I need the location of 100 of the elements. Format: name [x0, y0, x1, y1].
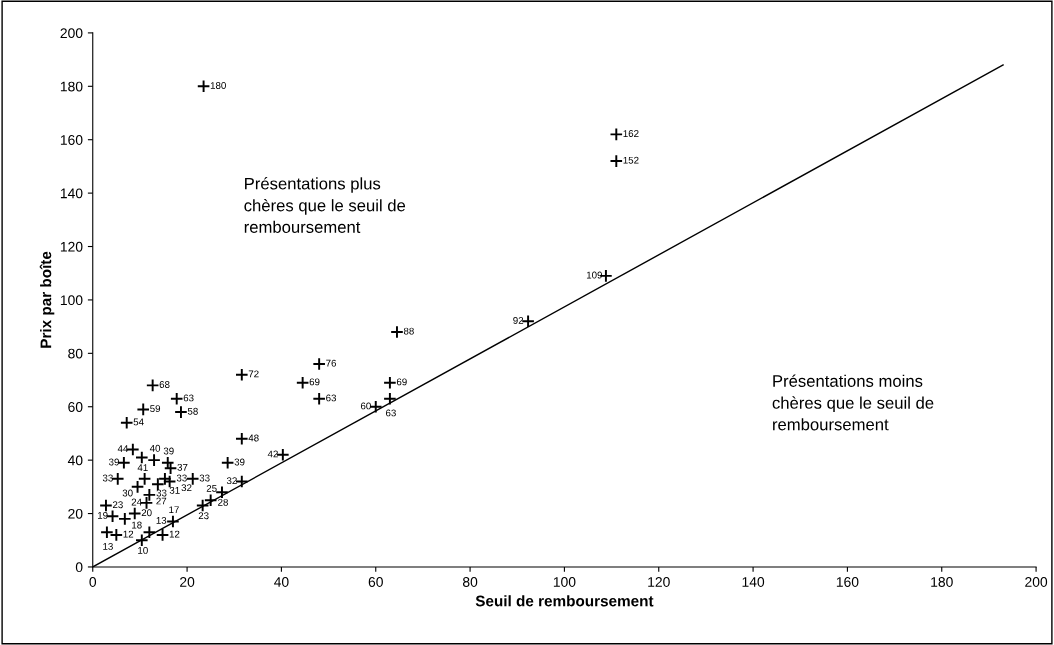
x-tick-label: 200: [1025, 577, 1048, 587]
y-tick-label: 140: [60, 188, 83, 199]
x-axis-title: Seuil de remboursement: [475, 595, 654, 607]
data-label: 12: [169, 530, 180, 538]
point: [390, 325, 404, 339]
data-label: 10: [138, 546, 148, 554]
point: [147, 453, 161, 467]
data-label: 28: [218, 498, 228, 506]
point: [118, 512, 132, 526]
x-tick-label: 140: [742, 577, 765, 587]
y-tick-label: 160: [60, 135, 83, 145]
data-label: 30: [122, 489, 133, 497]
point: [162, 474, 177, 489]
y-tick-label: 40: [67, 455, 83, 466]
data-label: 162: [623, 130, 639, 137]
point: [609, 127, 624, 142]
x-tick-label: 120: [648, 577, 670, 587]
y-axis-title: Prix par boîte: [39, 251, 55, 348]
data-label: 58: [187, 407, 198, 415]
point: [145, 378, 160, 393]
point: [215, 485, 229, 499]
y-tick-label: 180: [60, 81, 83, 92]
data-label: 63: [326, 394, 337, 402]
data-label: 23: [112, 501, 123, 509]
y-tick-label: 120: [60, 241, 83, 252]
data-label: 31: [169, 486, 180, 494]
data-label: 32: [181, 484, 192, 492]
data-label: 68: [159, 381, 170, 388]
point: [383, 391, 397, 406]
point: [136, 402, 150, 417]
data-label: 88: [403, 327, 414, 335]
point: [119, 415, 134, 430]
point: [100, 525, 114, 540]
point: [169, 391, 184, 406]
x-tick-label: 60: [368, 577, 383, 587]
data-label: 32: [226, 477, 237, 485]
data-label: 20: [141, 509, 152, 517]
y-tick-label: 200: [60, 28, 83, 39]
point: [155, 528, 170, 542]
data-label: 63: [183, 394, 194, 402]
point: [235, 474, 249, 489]
point: [521, 314, 535, 329]
data-label: 33: [156, 489, 167, 497]
data-label: 13: [103, 542, 113, 550]
x-tick-label: 0: [89, 577, 97, 587]
data-label: 76: [326, 359, 337, 367]
data-label: 23: [198, 512, 209, 520]
data-label: 33: [199, 474, 210, 482]
point: [117, 456, 131, 470]
x-tick-label: 20: [180, 577, 195, 587]
data-label: 48: [248, 434, 259, 442]
data-label: 24: [131, 498, 142, 506]
y-tick-label: 60: [68, 402, 83, 412]
x-tick-label: 40: [274, 577, 289, 587]
data-label: 54: [133, 418, 144, 426]
data-label: 69: [396, 378, 407, 386]
annotation: Présentations moins chères que le seuil de remboursement: [772, 374, 934, 431]
data-label: 19: [98, 511, 108, 519]
point: [312, 391, 326, 406]
point: [126, 442, 140, 457]
data-label: 40: [149, 444, 161, 452]
data-label: 39: [234, 458, 245, 466]
data-label: 39: [163, 447, 174, 455]
y-tick-label: 100: [60, 295, 83, 306]
data-label: 42: [267, 450, 278, 458]
point: [127, 506, 142, 521]
point: [163, 461, 178, 475]
data-label: 72: [248, 370, 259, 378]
y-tick-label: 80: [68, 348, 83, 359]
point: [174, 405, 188, 419]
annotation: Présentations plus chères que le seuil de remboursement: [244, 177, 406, 233]
data-label: 63: [385, 409, 396, 417]
point: [383, 375, 397, 390]
data-label: 18: [132, 521, 142, 529]
point: [109, 528, 124, 542]
data-label: 25: [206, 484, 217, 492]
y-tick-label: 0: [75, 562, 83, 573]
data-label: 60: [360, 402, 371, 410]
data-label: 59: [150, 405, 161, 413]
data-label: 39: [108, 458, 119, 466]
data-label: 37: [177, 463, 188, 471]
data-label: 92: [513, 317, 524, 324]
point: [135, 450, 149, 465]
data-label: 152: [623, 156, 639, 164]
point: [99, 498, 113, 513]
data-label: 180: [210, 82, 226, 89]
point: [166, 514, 180, 529]
data-label: 17: [169, 506, 179, 514]
point: [276, 448, 290, 462]
data-label: 69: [309, 378, 320, 386]
point: [235, 367, 249, 382]
point: [220, 456, 235, 470]
point: [295, 375, 310, 390]
data-label: 109: [586, 271, 602, 279]
y-tick-label: 20: [68, 508, 83, 519]
point: [196, 79, 211, 94]
data-label: 33: [176, 474, 187, 482]
point: [312, 357, 326, 371]
data-label: 13: [156, 516, 167, 524]
x-tick-label: 100: [553, 577, 576, 587]
